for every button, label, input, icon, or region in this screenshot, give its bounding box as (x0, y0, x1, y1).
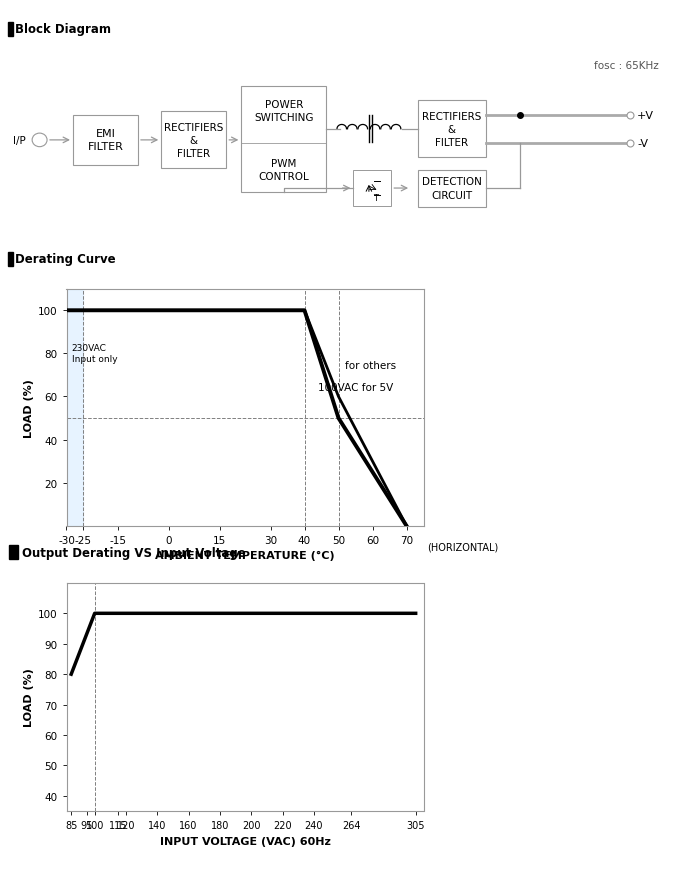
Y-axis label: LOAD (%): LOAD (%) (24, 667, 34, 727)
Bar (9, 545, 18, 560)
Text: 100VAC for 5V: 100VAC for 5V (318, 382, 393, 393)
Text: PWM
CONTROL: PWM CONTROL (258, 159, 309, 182)
Bar (162, 112, 226, 169)
Text: fosc : 65KHz: fosc : 65KHz (594, 61, 659, 70)
Text: 230VAC
Input only: 230VAC Input only (71, 343, 117, 363)
Bar (241, 87, 326, 193)
Y-axis label: LOAD (%): LOAD (%) (24, 378, 34, 438)
Text: DETECTION
CIRCUIT: DETECTION CIRCUIT (422, 177, 482, 201)
Text: -V: -V (637, 139, 648, 149)
Text: RECTIFIERS
&
FILTER: RECTIFIERS & FILTER (422, 111, 482, 148)
Bar (66, 289, 83, 526)
Text: +V: +V (637, 111, 654, 121)
X-axis label: INPUT VOLTAGE (VAC) 60Hz: INPUT VOLTAGE (VAC) 60Hz (160, 836, 330, 845)
Text: EMI
FILTER: EMI FILTER (88, 129, 123, 153)
Bar (8, 253, 13, 267)
Bar (74, 116, 138, 166)
Bar (418, 101, 486, 158)
Text: Derating Curve: Derating Curve (15, 253, 116, 266)
X-axis label: AMBIENT TEMPERATURE (°C): AMBIENT TEMPERATURE (°C) (155, 551, 335, 560)
Bar (418, 170, 486, 207)
Text: Output Derating VS Input Voltage: Output Derating VS Input Voltage (22, 546, 246, 559)
Text: for others: for others (345, 361, 396, 371)
Text: POWER
SWITCHING: POWER SWITCHING (254, 100, 314, 123)
Text: RECTIFIERS
&
FILTER: RECTIFIERS & FILTER (164, 123, 223, 159)
Bar (354, 171, 391, 207)
Text: Block Diagram: Block Diagram (15, 24, 111, 36)
Text: T: T (373, 194, 378, 203)
Bar (8, 23, 13, 37)
Text: I/P: I/P (13, 136, 26, 146)
Text: (HORIZONTAL): (HORIZONTAL) (427, 542, 498, 552)
